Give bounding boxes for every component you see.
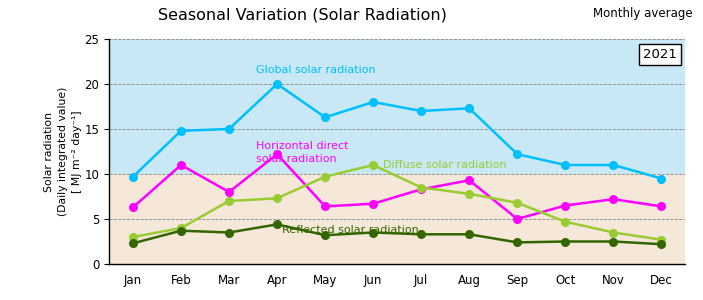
- Text: Horizontal direct
solar radiation: Horizontal direct solar radiation: [256, 141, 349, 164]
- Text: 2021: 2021: [643, 48, 677, 61]
- Text: Diffuse solar radiation: Diffuse solar radiation: [382, 160, 506, 170]
- Y-axis label: Solar radiation
(Daily integrated value)
[ MJ m⁻² day⁻¹]: Solar radiation (Daily integrated value)…: [44, 87, 82, 216]
- Text: Global solar radiation: Global solar radiation: [256, 65, 375, 75]
- Text: Monthly average: Monthly average: [593, 8, 692, 20]
- Text: Reflected solar radiation: Reflected solar radiation: [282, 225, 419, 235]
- Bar: [109, 39, 685, 174]
- Text: Seasonal Variation (Solar Radiation): Seasonal Variation (Solar Radiation): [158, 8, 446, 22]
- Bar: [109, 174, 685, 264]
